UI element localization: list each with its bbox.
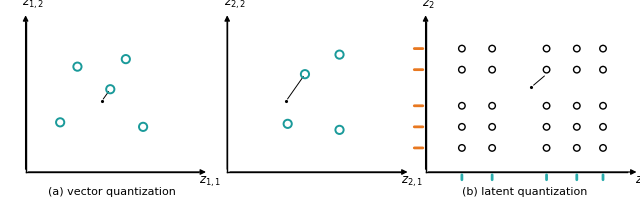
Text: $z_{1,1}$: $z_{1,1}$ [200, 175, 221, 189]
Point [121, 57, 131, 61]
Point [300, 72, 310, 76]
Point [541, 68, 552, 71]
Point [283, 122, 293, 126]
Point [541, 104, 552, 108]
Text: $z_{2,2}$: $z_{2,2}$ [224, 0, 246, 11]
Point [334, 128, 344, 132]
Point [572, 125, 582, 129]
Point [598, 47, 608, 50]
Point [457, 104, 467, 108]
Point [334, 53, 344, 56]
Text: $z_1$: $z_1$ [635, 175, 640, 188]
Point [487, 68, 497, 71]
Point [598, 68, 608, 71]
Point [572, 47, 582, 50]
Point [541, 146, 552, 150]
Point [487, 146, 497, 150]
Point [541, 125, 552, 129]
Point [598, 146, 608, 150]
Point [457, 146, 467, 150]
Point [598, 104, 608, 108]
Text: (a) vector quantization: (a) vector quantization [48, 187, 176, 197]
Text: $z_{1,2}$: $z_{1,2}$ [22, 0, 44, 11]
Point [487, 47, 497, 50]
Point [572, 146, 582, 150]
Point [457, 47, 467, 50]
Point [457, 68, 467, 71]
Text: $z_{2,1}$: $z_{2,1}$ [401, 175, 423, 189]
Point [457, 125, 467, 129]
Point [572, 104, 582, 108]
Text: (b) latent quantization: (b) latent quantization [462, 187, 588, 197]
Point [105, 88, 115, 91]
Point [487, 104, 497, 108]
Point [598, 125, 608, 129]
Text: $z_2$: $z_2$ [422, 0, 434, 11]
Point [72, 65, 83, 68]
Point [55, 121, 65, 124]
Point [487, 125, 497, 129]
Point [138, 125, 148, 129]
Point [541, 47, 552, 50]
Point [572, 68, 582, 71]
